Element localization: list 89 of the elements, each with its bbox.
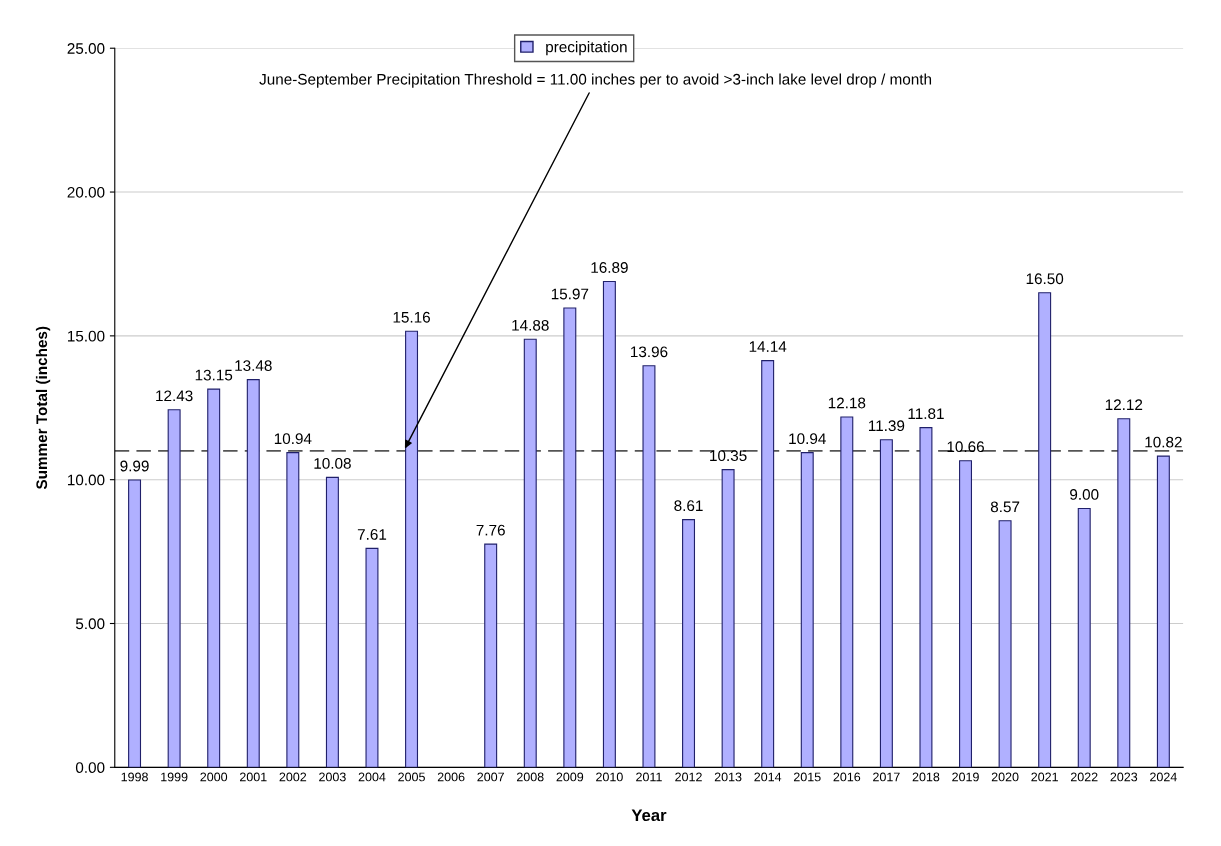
x-tick-label: 2006 (437, 772, 465, 782)
data-label: 10.66 (947, 441, 984, 453)
x-tick-label: 2000 (200, 772, 228, 782)
x-tick-label: 2009 (556, 772, 584, 782)
bar (365, 547, 379, 768)
data-label: 14.88 (512, 319, 549, 331)
x-tick-label: 2022 (1070, 772, 1098, 782)
bar (1077, 507, 1091, 768)
x-tick-label: 2012 (675, 772, 702, 782)
x-tick-label: 2010 (596, 772, 623, 782)
y-tick-label: 20.00 (67, 186, 105, 198)
x-tick-label: 2016 (833, 772, 861, 782)
y-tick-label: 0.00 (75, 762, 105, 774)
bar (998, 520, 1012, 768)
bar (1156, 455, 1170, 768)
x-tick-label: 2023 (1110, 772, 1138, 782)
bar (207, 388, 221, 768)
x-tick-label: 2020 (991, 772, 1019, 782)
y-axis-title: Summer Total (inches) (35, 326, 51, 490)
data-label: 9.00 (1070, 489, 1099, 500)
data-label: 12.43 (156, 390, 193, 402)
bar (286, 452, 300, 768)
ref-line-label: June-September Precipitation Threshold = 11.00 inches per to avoid >3-inch lake level drop / month (259, 73, 932, 88)
data-label: 10.94 (789, 433, 826, 445)
bar (761, 360, 775, 768)
bar (246, 379, 260, 768)
bar (840, 416, 854, 768)
bar (1038, 292, 1052, 768)
bar (959, 460, 973, 768)
data-label: 16.50 (1026, 273, 1064, 285)
legend-label: precipitation (546, 41, 627, 56)
data-label: 15.16 (393, 311, 430, 323)
x-tick-label: 2001 (239, 772, 267, 782)
bar (523, 338, 537, 768)
y-tick-label: 5.00 (75, 618, 105, 630)
data-label: 9.99 (120, 460, 149, 472)
data-label: 7.76 (476, 524, 505, 536)
y-tick-label: 10.00 (67, 474, 105, 486)
y-tick-label: 15.00 (67, 330, 105, 342)
data-label: 12.12 (1105, 399, 1143, 410)
data-label: 11.81 (908, 408, 944, 420)
x-tick-label: 2015 (793, 772, 821, 782)
bar (167, 409, 181, 768)
data-label: 15.97 (551, 288, 589, 300)
x-tick-label: 2018 (912, 772, 940, 782)
data-label: 12.18 (828, 397, 866, 409)
data-label: 8.61 (674, 500, 703, 512)
data-label: 10.08 (314, 457, 351, 469)
x-tick-label: 1999 (161, 772, 188, 782)
x-tick-label: 2019 (952, 772, 979, 782)
data-label: 10.94 (274, 433, 312, 445)
x-tick-label: 2005 (398, 772, 425, 782)
bar (800, 452, 814, 768)
x-tick-label: 2014 (754, 772, 782, 782)
x-tick-label: 2013 (714, 772, 742, 782)
bar (642, 365, 656, 768)
x-tick-label: 2024 (1150, 772, 1177, 782)
data-label: 11.39 (868, 420, 905, 432)
data-label: 16.89 (591, 262, 628, 273)
x-axis-title: Year (631, 809, 667, 822)
x-tick-label: 2021 (1031, 772, 1058, 782)
x-tick-label: 2008 (516, 772, 544, 782)
bar (919, 427, 933, 768)
bar (721, 469, 735, 768)
bar (1117, 418, 1131, 768)
x-tick-label: 2003 (319, 772, 346, 782)
data-label: 10.82 (1145, 436, 1182, 448)
bar (602, 280, 616, 768)
bar (325, 476, 339, 768)
bar (484, 543, 498, 768)
x-tick-label: 1998 (121, 772, 148, 782)
x-tick-label: 2007 (477, 772, 504, 782)
data-label: 10.35 (710, 450, 747, 462)
bar (405, 330, 419, 768)
x-tick-label: 2017 (873, 772, 900, 782)
x-tick-label: 2004 (358, 772, 386, 782)
bar (563, 307, 577, 768)
data-label: 13.96 (631, 346, 668, 358)
x-tick-label: 2011 (636, 772, 662, 782)
bar (879, 439, 893, 768)
bar (682, 519, 696, 768)
y-tick-label: 25.00 (67, 43, 105, 54)
data-label: 8.57 (990, 501, 1020, 513)
data-label: 7.61 (357, 529, 387, 540)
bar (128, 479, 142, 768)
data-label: 14.14 (749, 341, 787, 352)
x-tick-label: 2002 (279, 772, 307, 782)
data-label: 13.15 (195, 369, 233, 381)
data-label: 13.48 (235, 360, 272, 372)
